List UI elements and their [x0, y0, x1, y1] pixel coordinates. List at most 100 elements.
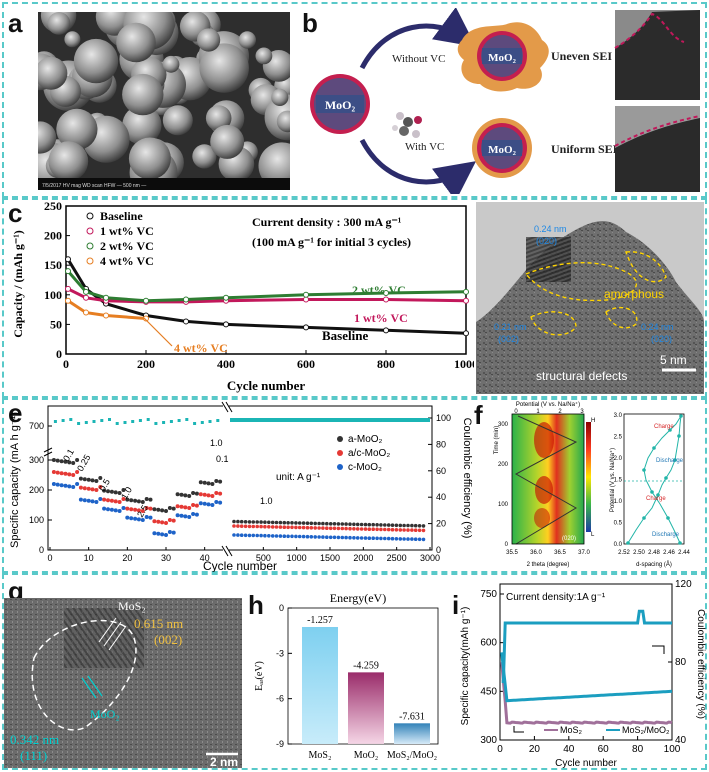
c-point — [65, 268, 71, 275]
h-title: Energy(eV) — [330, 591, 386, 605]
c-ylabel: Capacity / (mAh g⁻¹) — [11, 230, 25, 338]
e-point — [348, 522, 352, 526]
e-point — [340, 526, 345, 531]
e-rate-label: 1.0 — [210, 438, 223, 448]
e-ce-point — [69, 418, 73, 421]
panel-f-operando: H L Potential (V vs. Na/Na⁺) 35.5 36.0 36.… — [494, 401, 690, 568]
uniform-sei-label: Uniform SEI — [551, 142, 618, 156]
c-xtick-label: 1000 — [454, 357, 474, 371]
panel-c-chart: 0 200 400 600 800 1000 0 50 100 150 200 250 Capacit… — [11, 200, 474, 393]
e-point — [133, 498, 138, 503]
f-ytick-label: 100 — [498, 502, 509, 508]
e-point — [210, 503, 215, 507]
f-rytick-label: 0.0 — [614, 542, 623, 548]
f-xlabel: 2 theta (degree) — [527, 562, 570, 568]
e-point — [282, 534, 287, 538]
f-rytick-label: 3.0 — [614, 413, 623, 419]
c-point — [383, 296, 389, 303]
c-point — [83, 288, 89, 295]
f-discharge-2: Discharge — [652, 532, 680, 538]
f-L: L — [591, 532, 595, 538]
e-point — [297, 534, 302, 539]
c-point — [65, 285, 71, 292]
g-mos2-label: MoS₂ — [118, 599, 146, 613]
f-point — [664, 476, 668, 480]
h-ytick-label: -6 — [276, 694, 284, 704]
e-point — [164, 521, 168, 525]
e-point — [243, 533, 248, 538]
e-point — [301, 525, 306, 530]
c-point — [463, 288, 469, 295]
e-point — [183, 493, 188, 498]
h-bar-label: -4.259 — [353, 660, 379, 671]
e-point — [402, 523, 406, 528]
e-point — [336, 535, 341, 540]
e-y2tick-label: 40 — [436, 492, 446, 502]
e-point — [156, 531, 161, 536]
e-point — [344, 535, 348, 540]
e-point — [125, 506, 130, 511]
i-legend-label: MoS₂/MoO₂ — [622, 725, 670, 735]
e-point — [183, 514, 188, 519]
f-ytick-label: 200 — [498, 462, 509, 468]
panel-label-e: e — [8, 398, 23, 428]
i-arrow — [513, 726, 524, 733]
i-y2tick-label: 80 — [675, 657, 687, 668]
h-category-label: MoS₂ — [309, 750, 332, 761]
e-point — [282, 520, 287, 525]
e-point — [402, 537, 406, 541]
e-point — [86, 486, 91, 491]
c-xtick-label: 400 — [217, 357, 235, 371]
e-point — [294, 521, 298, 525]
e-y2tick-label: 0 — [436, 545, 441, 555]
e-point — [398, 528, 403, 532]
e-point — [417, 524, 422, 528]
e-point — [363, 527, 368, 531]
panel-g-tem-image: MoS₂ 0.615 nm (002) MoO₂ 0.342 nm (111) … — [4, 598, 242, 768]
sem-particle — [116, 22, 156, 63]
i-xtick-label: 20 — [529, 744, 541, 755]
core-label: MoO₂ — [325, 98, 356, 112]
moo2-bottom-label: MoO₂ — [488, 144, 516, 156]
sem-particle — [276, 110, 290, 133]
e-point — [218, 479, 223, 484]
e-point — [51, 470, 56, 474]
f-peak: (020) — [562, 536, 576, 542]
f-rxlabel: d-spacing (Å) — [636, 561, 672, 568]
e-point — [156, 519, 161, 524]
e-point — [63, 483, 68, 488]
with-vc-label: With VC — [405, 141, 444, 153]
e-point — [413, 528, 418, 532]
e-point — [136, 499, 141, 504]
i-title: Current density:1A g⁻¹ — [506, 592, 606, 603]
d-label-1b: (020) — [536, 236, 557, 246]
f-rytick-label: 2.5 — [614, 435, 623, 441]
panel-i-chart: Current density:1A g⁻¹ 0 20 40 60 80 100 300 45… — [460, 579, 706, 769]
e-point — [259, 533, 263, 538]
sem-particle — [47, 12, 71, 35]
sem-particle — [48, 141, 89, 182]
e-point — [106, 498, 110, 503]
e-point — [352, 522, 356, 527]
c-point — [65, 256, 71, 263]
e-point — [148, 497, 153, 502]
e-point — [383, 523, 387, 527]
e-rate-label: 1.0 — [260, 496, 273, 506]
e-xtick-label: 20 — [122, 553, 132, 563]
e-point — [286, 525, 290, 530]
e-point — [394, 537, 399, 541]
f-point — [642, 516, 646, 520]
i-ytick-label: 450 — [480, 686, 497, 697]
e-point — [309, 521, 314, 526]
sem-particle — [197, 28, 221, 52]
e-point — [278, 534, 283, 538]
sem-particle — [73, 38, 119, 84]
e-point — [328, 526, 333, 531]
e-ce-point — [108, 418, 111, 421]
e-point — [417, 537, 422, 542]
moo2-top-label: MoO₂ — [488, 52, 516, 64]
e-point — [175, 504, 180, 509]
d-defects: structural defects — [536, 369, 627, 383]
f-discharge-1: Discharge — [656, 458, 684, 464]
e-point — [175, 492, 180, 497]
